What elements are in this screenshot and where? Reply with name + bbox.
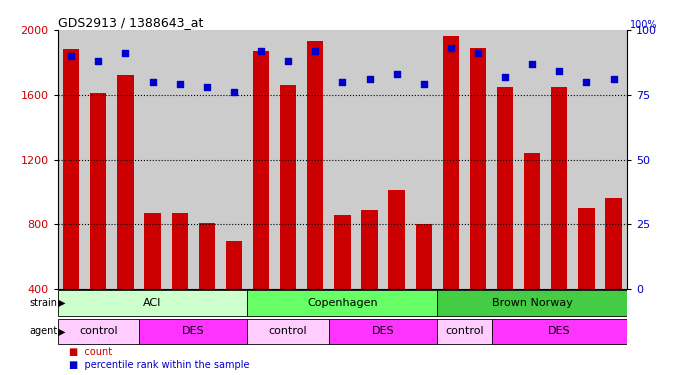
- Bar: [464, 30, 492, 289]
- Bar: [356, 30, 383, 289]
- Point: [147, 79, 158, 85]
- Text: ▶: ▶: [58, 326, 65, 336]
- Bar: [492, 319, 627, 344]
- Bar: [220, 30, 247, 289]
- Text: ▶: ▶: [58, 298, 65, 308]
- Bar: [280, 85, 296, 289]
- Bar: [199, 223, 215, 289]
- Point: [364, 76, 375, 82]
- Text: 100%: 100%: [630, 20, 658, 30]
- Text: DES: DES: [182, 326, 205, 336]
- Point: [93, 58, 104, 64]
- Text: control: control: [269, 326, 307, 336]
- Bar: [388, 190, 405, 289]
- Point: [608, 76, 619, 82]
- Bar: [546, 30, 573, 289]
- Point: [337, 79, 348, 85]
- Bar: [573, 30, 600, 289]
- Text: control: control: [445, 326, 483, 336]
- Point: [283, 58, 294, 64]
- Point: [500, 74, 511, 80]
- Point: [445, 45, 456, 51]
- Bar: [437, 319, 492, 344]
- Text: GDS2913 / 1388643_at: GDS2913 / 1388643_at: [58, 16, 203, 29]
- Bar: [247, 291, 437, 316]
- Bar: [519, 30, 546, 289]
- Bar: [578, 208, 595, 289]
- Bar: [307, 41, 323, 289]
- Bar: [383, 30, 410, 289]
- Text: DES: DES: [548, 326, 571, 336]
- Bar: [302, 30, 329, 289]
- Bar: [172, 213, 188, 289]
- Bar: [247, 30, 275, 289]
- Text: strain: strain: [30, 298, 58, 308]
- Bar: [437, 291, 627, 316]
- Bar: [112, 30, 139, 289]
- Point: [527, 61, 538, 67]
- Point: [120, 50, 131, 56]
- Bar: [361, 210, 378, 289]
- Bar: [226, 240, 242, 289]
- Point: [391, 71, 402, 77]
- Bar: [58, 319, 139, 344]
- Text: agent: agent: [29, 326, 58, 336]
- Bar: [437, 30, 464, 289]
- Bar: [275, 30, 302, 289]
- Bar: [139, 319, 247, 344]
- Bar: [416, 224, 432, 289]
- Point: [66, 53, 77, 59]
- Text: ■  percentile rank within the sample: ■ percentile rank within the sample: [69, 360, 250, 370]
- Bar: [63, 50, 79, 289]
- Text: Brown Norway: Brown Norway: [492, 298, 573, 308]
- Text: ■  count: ■ count: [69, 347, 112, 357]
- Point: [256, 48, 266, 54]
- Text: DES: DES: [372, 326, 395, 336]
- Point: [310, 48, 321, 54]
- Point: [554, 69, 565, 75]
- Bar: [58, 291, 247, 316]
- Bar: [551, 87, 567, 289]
- Bar: [139, 30, 166, 289]
- Bar: [334, 214, 351, 289]
- Bar: [90, 93, 106, 289]
- Point: [418, 81, 429, 87]
- Bar: [470, 48, 486, 289]
- Text: control: control: [79, 326, 117, 336]
- Text: ACI: ACI: [143, 298, 162, 308]
- Bar: [329, 319, 437, 344]
- Point: [174, 81, 185, 87]
- Bar: [253, 51, 269, 289]
- Bar: [497, 87, 513, 289]
- Bar: [166, 30, 193, 289]
- Point: [473, 50, 483, 56]
- Bar: [410, 30, 437, 289]
- Bar: [247, 319, 329, 344]
- Point: [228, 89, 239, 95]
- Bar: [85, 30, 112, 289]
- Bar: [58, 30, 85, 289]
- Bar: [117, 75, 134, 289]
- Bar: [443, 36, 459, 289]
- Text: Copenhagen: Copenhagen: [307, 298, 378, 308]
- Bar: [605, 198, 622, 289]
- Bar: [524, 153, 540, 289]
- Bar: [600, 30, 627, 289]
- Point: [201, 84, 212, 90]
- Bar: [329, 30, 356, 289]
- Bar: [193, 30, 220, 289]
- Bar: [144, 213, 161, 289]
- Point: [581, 79, 592, 85]
- Bar: [492, 30, 519, 289]
